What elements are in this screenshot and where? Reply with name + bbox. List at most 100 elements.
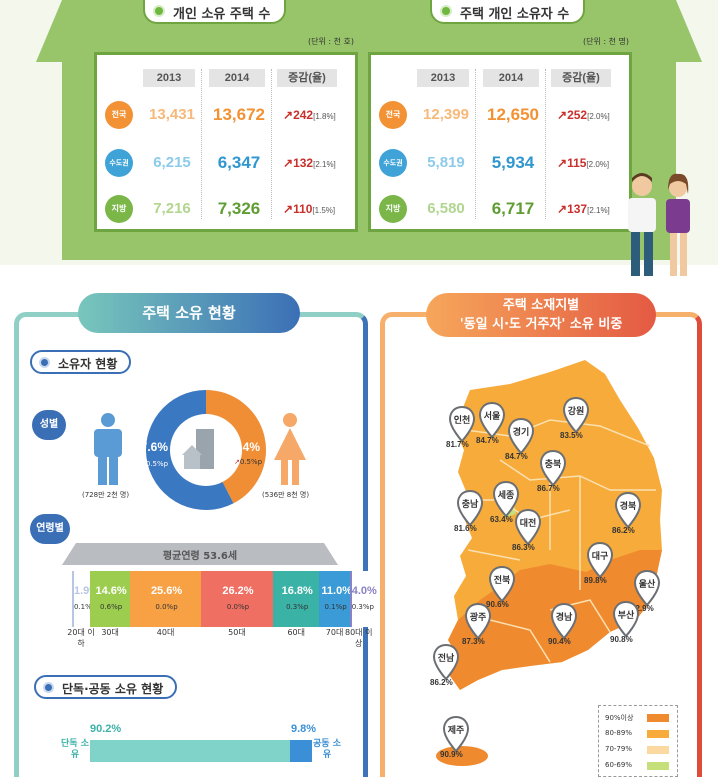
single-label: 단독 소유 [61, 739, 89, 760]
map-pin-pct: 90.8% [610, 635, 633, 644]
male-count: (728만 2천 명) [82, 491, 130, 499]
map-pin-region: 경남 [555, 613, 573, 623]
legend-swatch [647, 714, 669, 722]
map-pin-icon [539, 450, 567, 486]
value-2013: 7,216 [153, 200, 191, 217]
map-pin-region: 전남 [437, 654, 455, 664]
age-bar-change: 0.6%p [100, 603, 123, 611]
map-legend: 90%이상 80-89% 70-79% 60-69% [598, 705, 678, 777]
male-pct: 57.6% [134, 440, 169, 454]
map-pin-region: 제주 [447, 726, 465, 736]
map-pin-icon [614, 492, 642, 528]
single-pct: 90.2% [90, 723, 122, 735]
value-2014: 7,326 [217, 199, 261, 218]
map-pin-pct: 81.7% [446, 440, 469, 449]
map-borders [464, 419, 656, 663]
up-arrow-icon: ↗ [557, 156, 568, 170]
map-pin-region: 경기 [512, 428, 530, 438]
header-2014: 2014 [209, 69, 265, 87]
value-2013: 5,819 [427, 154, 465, 171]
map-pin-region: 세종 [497, 491, 515, 501]
change-value: ↗137[2.1%] [557, 202, 610, 216]
map-pin-pct: 90.6% [486, 600, 509, 609]
avg-age-label: 평균연령 53.6세 [162, 551, 238, 562]
map-pin-region: 광주 [469, 613, 487, 623]
header-change: 증감(율) [551, 69, 611, 87]
change-value: ↗252[2.0%] [557, 108, 610, 122]
age-bar-change: 0.1%p [74, 603, 97, 611]
value-2014: 6,717 [491, 199, 535, 218]
region-badge: 지방 [105, 195, 133, 223]
age-bar-category: 50대 [228, 628, 246, 637]
male-icon [94, 413, 122, 485]
map-pin-icon [442, 716, 470, 752]
female-count: (536만 8천 명) [262, 491, 310, 499]
legend-swatch [647, 762, 669, 770]
map-pin-region: 서울 [483, 412, 501, 422]
divider [545, 69, 546, 219]
avg-age-banner [62, 543, 338, 565]
bullet-icon [43, 682, 54, 693]
age-bar-segment: 11.0% 0.1%p [319, 571, 352, 627]
change-value: ↗110[1.5%] [283, 202, 336, 216]
age-bar-change: 0.3%p [351, 603, 374, 611]
bullet-icon [39, 357, 50, 368]
map-pin-icon [507, 418, 535, 454]
map-pin-region: 대구 [591, 552, 609, 562]
legend-swatch [647, 746, 669, 754]
region-badge: 지방 [379, 195, 407, 223]
age-bar-value: 26.2% [222, 585, 254, 597]
map-pin-pct: 86.2% [430, 678, 453, 687]
houses-title: 개인 소유 주택 수 [143, 0, 287, 24]
male-change: ↘0.5%p [140, 460, 169, 468]
map-pin-icon [492, 481, 520, 517]
age-bar-value: 16.8% [281, 585, 313, 597]
joint-pct: 9.8% [291, 723, 317, 735]
age-bar-category: 40대 [156, 628, 175, 637]
age-bar-value: 4.0% [351, 585, 377, 597]
owners-unit: (단위 : 천 명) [583, 37, 630, 46]
region-badge: 수도권 [105, 149, 133, 177]
map-pin-icon [612, 601, 640, 637]
map-pin-icon [448, 406, 476, 442]
age-bar-value: 25.6% [150, 585, 183, 597]
bullet-icon [440, 5, 452, 17]
age-bar-category: 20대 이하 [67, 628, 95, 648]
value-2014: 5,934 [491, 153, 535, 172]
map-pin-pct: 86.2% [612, 526, 635, 535]
legend-swatch [647, 730, 669, 738]
map-pin-pct: 90.4% [548, 637, 571, 646]
age-bar-segment: 16.8% 0.3%p [273, 571, 320, 627]
map-pin-icon [464, 603, 492, 639]
joint-label: 공동 소유 [313, 739, 341, 760]
value-2013: 13,431 [149, 106, 195, 123]
bullet-icon [153, 5, 165, 17]
age-bar-segment: 26.2% 0.0%p [200, 571, 274, 627]
map-pin-region: 울산 [638, 580, 656, 590]
age-bar-change: 0.3%p [286, 603, 309, 611]
region-badge: 수도권 [379, 149, 407, 177]
up-arrow-icon: ↗ [557, 108, 568, 122]
value-2013: 12,399 [423, 106, 469, 123]
up-arrow-icon: ↗ [283, 156, 294, 170]
joint-bar-segment [290, 740, 312, 762]
age-bar-segment: 1.9% 0.1%p [72, 571, 99, 627]
map-pin-icon [586, 542, 614, 578]
female-icon [274, 413, 306, 485]
age-bar-segment: 25.6% 0.0%p [130, 571, 201, 627]
single-bar [90, 740, 291, 762]
map-pin-icon [488, 566, 516, 602]
joint-subtitle: 단독·공동 소유 현황 [34, 675, 178, 699]
age-bar-category: 30대 [101, 628, 119, 637]
map-pin-icon [456, 490, 484, 526]
map-pin-pct: 92.9% [631, 604, 654, 613]
divider [475, 69, 476, 219]
map-pin-pct: 86.3% [512, 543, 535, 552]
age-bar-change: 0.1%p [324, 603, 347, 611]
value-2014: 13,672 [213, 105, 265, 124]
age-bar-value: 11.0% [321, 585, 352, 597]
map-pin-pct: 87.3% [462, 637, 485, 646]
houses-unit: (단위 : 천 호) [308, 37, 355, 46]
header-2013: 2013 [417, 69, 469, 87]
map-pin-icon [432, 644, 460, 680]
